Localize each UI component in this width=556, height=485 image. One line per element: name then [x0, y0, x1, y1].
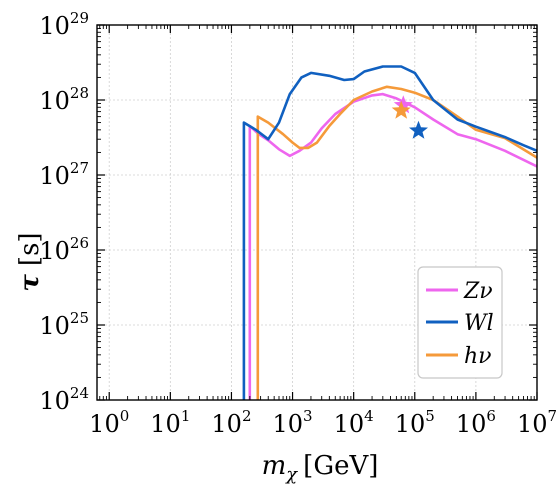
y-axis-label: τ [s]	[15, 232, 45, 291]
legend-label-w-l: Wl	[464, 311, 494, 336]
y-tick-label: 1025	[39, 309, 89, 340]
x-tick-base: 10	[517, 410, 548, 438]
x-tick-label: 102	[211, 407, 251, 438]
x-tick-exponent: 3	[303, 407, 313, 425]
x-tick-base: 10	[89, 410, 120, 438]
x-axis-subscript: χ	[284, 464, 298, 485]
x-tick-base: 10	[211, 410, 242, 438]
star-marker	[393, 95, 413, 114]
legend-entry-h-nu: hν	[426, 344, 492, 369]
y-tick-base: 10	[39, 12, 70, 40]
x-tick-label: 105	[395, 407, 435, 438]
x-tick-exponent: 6	[486, 407, 496, 425]
legend: Zν Wl hν	[417, 266, 503, 379]
x-tick-exponent: 0	[120, 407, 130, 425]
y-tick-label: 1026	[39, 234, 89, 265]
tick-label-layer: 100 101 102 103 104 105 106 1071024102510261027…	[39, 9, 556, 438]
y-tick-exponent: 26	[70, 234, 89, 252]
x-tick-label: 106	[456, 407, 496, 438]
y-tick-label: 1028	[39, 84, 89, 115]
series-line	[256, 85, 537, 400]
y-tick-exponent: 24	[70, 384, 89, 402]
x-tick-exponent: 5	[425, 407, 435, 425]
y-tick-base: 10	[39, 312, 70, 340]
x-tick-base: 10	[150, 410, 181, 438]
marker-layer	[391, 95, 428, 139]
y-tick-exponent: 29	[70, 9, 89, 27]
series-layer	[242, 65, 537, 400]
y-tick-base: 10	[39, 162, 70, 190]
legend-label-h-nu: hν	[464, 344, 492, 369]
legend-label-z-nu: Zν	[463, 279, 493, 304]
y-tick-base: 10	[39, 237, 70, 265]
plot-frame	[96, 24, 538, 401]
x-tick-label: 101	[150, 407, 190, 438]
star-marker	[409, 120, 428, 139]
x-axis-symbol: m	[262, 451, 287, 481]
x-tick-label: 107	[517, 407, 556, 438]
legend-box	[417, 266, 503, 379]
x-tick-label: 104	[334, 407, 374, 438]
x-axis-unit: [GeV]	[303, 451, 378, 481]
x-tick-base: 10	[395, 410, 426, 438]
x-tick-base: 10	[334, 410, 365, 438]
y-tick-exponent: 27	[70, 159, 89, 177]
x-tick-exponent: 4	[364, 407, 374, 425]
y-tick-label: 1029	[39, 9, 89, 40]
tick-layer	[97, 24, 538, 401]
y-tick-label: 1027	[39, 159, 89, 190]
legend-entry-w-l: Wl	[426, 311, 494, 336]
x-tick-label: 103	[273, 407, 313, 438]
y-tick-exponent: 25	[70, 309, 89, 327]
y-tick-label: 1024	[39, 384, 89, 415]
x-tick-base: 10	[273, 410, 304, 438]
y-axis-unit: [s]	[15, 232, 45, 266]
x-tick-exponent: 7	[548, 407, 556, 425]
star-marker	[391, 100, 411, 119]
y-tick-base: 10	[39, 387, 70, 415]
x-tick-base: 10	[456, 410, 487, 438]
x-tick-exponent: 1	[181, 407, 191, 425]
x-axis-label: mχ [GeV]	[262, 451, 379, 485]
x-tick-exponent: 2	[242, 407, 252, 425]
y-tick-exponent: 28	[70, 84, 89, 102]
series-line	[242, 65, 537, 400]
y-tick-base: 10	[39, 87, 70, 115]
x-tick-label: 100	[89, 407, 129, 438]
legend-entry-z-nu: Zν	[426, 279, 493, 304]
y-axis-symbol: τ	[15, 274, 45, 292]
